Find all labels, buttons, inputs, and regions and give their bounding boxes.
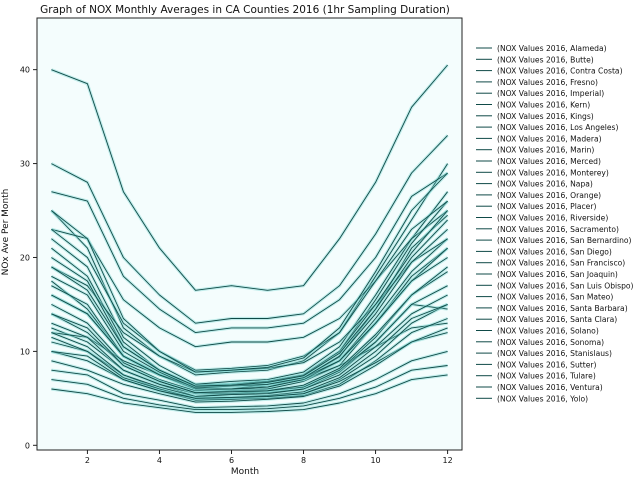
legend-entry: (NOX Values 2016, Solano) [497, 327, 599, 336]
legend-entry: (NOX Values 2016, Alameda) [497, 44, 607, 53]
legend-entry: (NOX Values 2016, Santa Barbara) [497, 304, 628, 313]
y-axis-label: NOx Ave Per Month [1, 189, 11, 276]
series-line [51, 332, 448, 399]
series-line [51, 191, 448, 385]
legend-entry: (NOX Values 2016, Placer) [497, 202, 596, 211]
series-line [51, 172, 448, 334]
series-line [51, 228, 448, 389]
series-line [51, 172, 448, 373]
series-line [51, 200, 448, 371]
series-line [51, 350, 448, 409]
legend-entry: (NOX Values 2016, Sacramento) [497, 225, 619, 234]
x-tick-label: 6 [229, 456, 234, 465]
legend-entry: (NOX Values 2016, Sutter) [497, 360, 597, 369]
x-tick-label: 4 [157, 456, 162, 465]
legend-entry: (NOX Values 2016, Orange) [497, 191, 601, 200]
legend-entry: (NOX Values 2016, Marin) [497, 146, 594, 155]
legend-entry: (NOX Values 2016, Monterey) [497, 168, 609, 177]
series-line [51, 303, 448, 399]
legend-entry: (NOX Values 2016, Butte) [497, 55, 594, 64]
legend-entry: (NOX Values 2016, San Luis Obispo) [497, 281, 634, 290]
series-lines [50, 63, 449, 414]
y-tick-label: 20 [20, 253, 30, 262]
x-axis-label: Month [231, 467, 259, 477]
series-line [51, 327, 448, 403]
series-line [51, 365, 448, 411]
series-line [51, 285, 448, 395]
series-line [51, 135, 448, 324]
y-tick-label: 10 [20, 347, 30, 356]
legend-entry: (NOX Values 2016, San Francisco) [497, 259, 625, 268]
chart-title: Graph of NOX Monthly Averages in CA Coun… [40, 4, 450, 16]
legend-entry: (NOX Values 2016, Fresno) [497, 78, 598, 87]
legend-entry: (NOX Values 2016, Merced) [497, 157, 601, 166]
legend-entry: (NOX Values 2016, Los Angeles) [497, 123, 618, 132]
legend-entry: (NOX Values 2016, Tulare) [497, 372, 596, 381]
legend-entry: (NOX Values 2016, Ventura) [497, 383, 603, 392]
y-tick-label: 0 [25, 441, 30, 450]
legend-entry: (NOX Values 2016, Riverside) [497, 214, 608, 223]
series-line [51, 266, 448, 394]
x-tick-label: 12 [442, 456, 452, 465]
legend-entry: (NOX Values 2016, San Diego) [497, 247, 612, 256]
legend-entry: (NOX Values 2016, San Joaquin) [497, 270, 618, 279]
x-tick-label: 8 [301, 456, 306, 465]
legend-entry: (NOX Values 2016, San Bernardino) [497, 236, 632, 245]
legend-entry: (NOX Values 2016, Madera) [497, 134, 602, 143]
x-tick-label: 2 [85, 456, 90, 465]
legend-entry: (NOX Values 2016, Yolo) [497, 394, 588, 403]
y-tick-label: 40 [20, 66, 30, 75]
series-line [51, 374, 448, 413]
legend-entry: (NOX Values 2016, San Mateo) [497, 293, 613, 302]
legend-entry: (NOX Values 2016, Contra Costa) [497, 67, 623, 76]
x-tick-label: 10 [370, 456, 380, 465]
series-line [51, 271, 448, 394]
legend-entry: (NOX Values 2016, Imperial) [497, 89, 604, 98]
y-tick-label: 30 [20, 160, 30, 169]
legend-entry: (NOX Values 2016, Kings) [497, 112, 594, 121]
legend-entry: (NOX Values 2016, Napa) [497, 180, 593, 189]
legend-entry: (NOX Values 2016, Kern) [497, 101, 590, 110]
series-line [51, 238, 448, 390]
series-line [51, 163, 448, 376]
series-line [51, 247, 448, 392]
series-line [51, 210, 448, 348]
legend-entry: (NOX Values 2016, Sonoma) [497, 338, 604, 347]
legend: (NOX Values 2016, Alameda) (NOX Values 20… [476, 44, 634, 403]
legend-entry: (NOX Values 2016, Stanislaus) [497, 349, 612, 358]
series-line [51, 294, 448, 397]
series-line [51, 210, 448, 387]
legend-entry: (NOX Values 2016, Santa Clara) [497, 315, 617, 324]
series-line [51, 64, 448, 291]
y-axis-ticks: 0 10 20 30 40 [20, 66, 37, 450]
series-line [51, 318, 448, 401]
series-line [51, 219, 448, 387]
x-axis-ticks: 2 4 6 8 10 12 [85, 450, 453, 465]
plot-frame [36, 17, 463, 451]
